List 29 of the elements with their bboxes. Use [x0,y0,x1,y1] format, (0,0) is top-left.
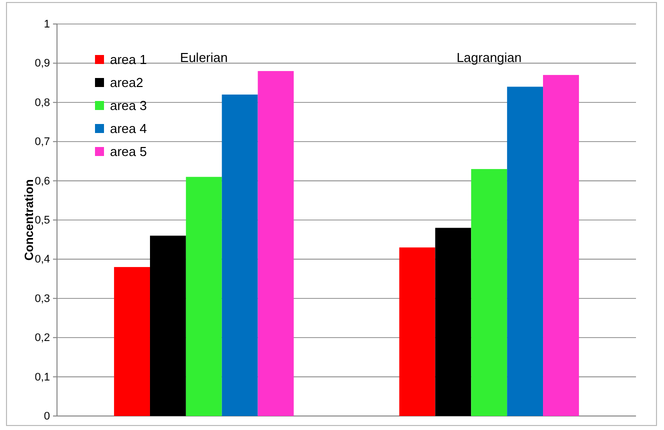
bar [399,247,436,416]
legend-label: area 5 [110,144,147,159]
y-tick-label: 0,5 [34,214,50,227]
y-tick-label: 0,8 [34,96,50,109]
bar [114,267,150,416]
bar [258,71,294,416]
y-tick-label: 1 [44,18,50,31]
legend-label: area 4 [110,121,147,136]
y-tick-label: 0,9 [34,58,50,70]
legend-label: area 1 [110,52,147,67]
legend-label: area2 [110,75,144,90]
bar [507,86,544,416]
y-tick-label: 0,2 [34,332,50,344]
legend-label: area 3 [110,98,147,113]
bar [186,176,222,416]
y-tick-label: 0,7 [34,136,50,148]
x-tick-label: Eulerian [180,50,228,65]
x-tick-label: Lagrangian [456,50,522,65]
y-axis-title: Concentration [22,179,36,261]
bar [471,169,508,416]
y-tick-label: 0,4 [34,254,50,266]
y-tick-label: 0 [44,410,50,423]
bar [543,74,579,416]
y-tick-label: 0,6 [34,175,50,188]
y-tick-label: 0,3 [34,292,50,305]
bar [150,236,186,416]
bar [435,228,472,416]
bar [222,94,258,416]
y-tick-label: 0,1 [34,371,50,384]
